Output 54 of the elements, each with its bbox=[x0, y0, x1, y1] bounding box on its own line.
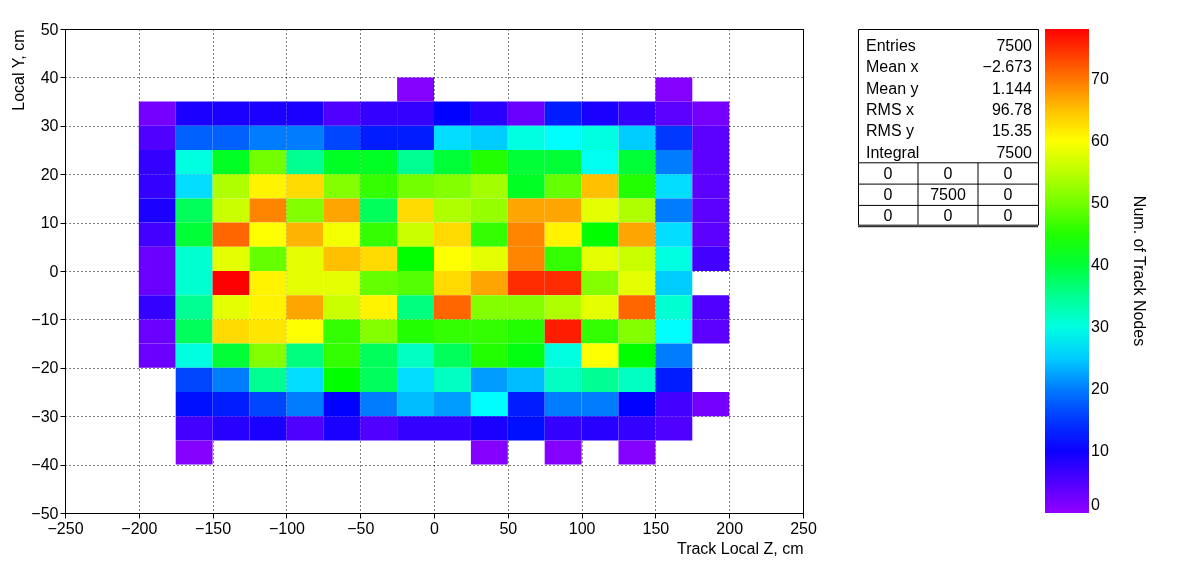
text: 7500 bbox=[930, 186, 966, 204]
y-tick-label: 50 bbox=[40, 20, 59, 38]
text: 96.78 bbox=[991, 100, 1033, 118]
y-tick-label: 0 bbox=[49, 262, 59, 280]
x-tick-label: −100 bbox=[268, 519, 306, 537]
color-bar-label: 20 bbox=[1091, 379, 1109, 397]
text: Mean y bbox=[866, 79, 919, 97]
x-tick-label: 100 bbox=[568, 519, 596, 537]
color-bar-label: 40 bbox=[1091, 255, 1109, 273]
text: Entries bbox=[866, 37, 916, 54]
y-tick-label: −10 bbox=[31, 310, 59, 328]
text: Mean x bbox=[866, 58, 919, 76]
text: 7500 bbox=[996, 37, 1033, 54]
text: 7500 bbox=[996, 143, 1033, 161]
text: −2.673 bbox=[982, 58, 1033, 76]
text: 0 bbox=[1003, 164, 1013, 182]
y-tick-label: 10 bbox=[40, 214, 59, 232]
y-tick-label: −20 bbox=[31, 359, 59, 377]
x-tick-label: −50 bbox=[347, 519, 375, 537]
x-tick-label: 200 bbox=[716, 519, 744, 537]
text: 0 bbox=[1003, 207, 1013, 225]
y-tick-label: 20 bbox=[40, 165, 59, 183]
color-bar-label: 60 bbox=[1091, 131, 1109, 149]
x-tick-label: 50 bbox=[499, 519, 518, 537]
text: RMS x bbox=[866, 100, 914, 118]
x-tick-label: 150 bbox=[642, 519, 670, 537]
x-tick-label: 0 bbox=[430, 519, 440, 537]
x-tick-label: −200 bbox=[121, 519, 158, 537]
text: 0 bbox=[943, 164, 953, 182]
y-tick-label: −40 bbox=[31, 456, 59, 474]
y-tick-label: −50 bbox=[31, 504, 59, 522]
text: 0 bbox=[943, 207, 953, 225]
x-tick-label: 250 bbox=[790, 519, 817, 537]
color-bar-label: 10 bbox=[1091, 441, 1109, 459]
y-tick-label: 40 bbox=[40, 68, 59, 86]
color-bar-label: 70 bbox=[1091, 69, 1109, 87]
text: 1.144 bbox=[991, 79, 1033, 97]
y-tick-label: 30 bbox=[40, 117, 59, 135]
x-tick-label: −250 bbox=[47, 519, 84, 537]
text: 0 bbox=[883, 186, 893, 204]
text: 0 bbox=[883, 207, 893, 225]
y-tick-label: −30 bbox=[31, 407, 59, 425]
color-bar-label: 50 bbox=[1091, 193, 1109, 211]
text: 0 bbox=[883, 164, 893, 182]
x-axis-title: Track Local Z, cm bbox=[676, 539, 804, 557]
color-bar-label: 0 bbox=[1091, 496, 1100, 513]
text: Integral bbox=[866, 143, 920, 161]
text: 0 bbox=[1003, 186, 1013, 204]
y-axis-title: Local Y, cm bbox=[10, 29, 28, 111]
x-tick-label: −150 bbox=[195, 519, 232, 537]
color-bar-label: 30 bbox=[1091, 317, 1109, 335]
text: 15.35 bbox=[991, 122, 1033, 140]
color-bar-title: Num. of Track Nodes bbox=[1131, 195, 1148, 347]
text: RMS y bbox=[866, 122, 914, 140]
